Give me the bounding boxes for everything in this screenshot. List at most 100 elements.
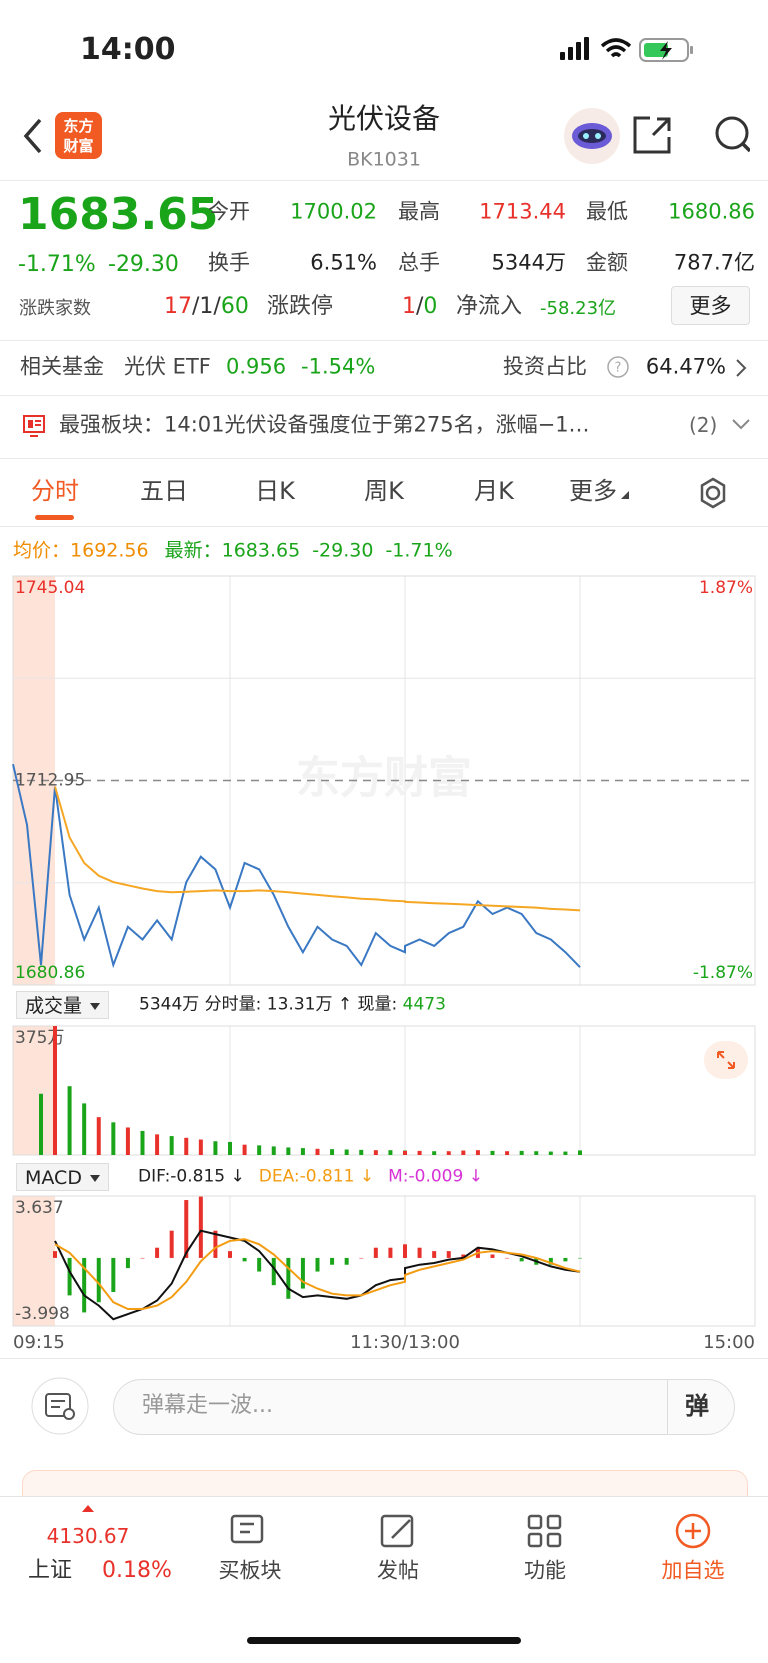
indicator-selector[interactable]: 成交量 — [16, 991, 110, 1019]
macd-bar — [519, 1257, 524, 1262]
macd-info: DIF:-0.815 ↓ DEA:-0.811 ↓ M:-0.009 ↓ — [138, 1166, 483, 1187]
volume-bar — [359, 1149, 364, 1155]
volume-bar — [286, 1147, 291, 1155]
nav-item[interactable]: 买板块 — [218, 1558, 282, 1583]
logo-text: 财富 — [63, 137, 94, 155]
volume-bar — [53, 1026, 57, 1155]
dif: DIF:-0.815 ↓ — [138, 1166, 245, 1187]
expand-button[interactable] — [703, 1040, 749, 1080]
stat-label: 金额 — [586, 250, 628, 275]
price-line — [54, 786, 581, 912]
volume-bar — [461, 1150, 466, 1155]
macd-bar — [198, 1196, 203, 1258]
header-actions[interactable] — [560, 104, 750, 168]
nav-item[interactable]: 发帖 — [377, 1558, 419, 1583]
volume-bar — [563, 1151, 568, 1155]
indicator-selector[interactable]: MACD — [16, 1163, 109, 1191]
tab[interactable]: 日K — [255, 477, 295, 505]
home-indicator — [247, 1637, 521, 1644]
macd-bar — [548, 1257, 553, 1265]
limit-values: 1/0 — [402, 296, 437, 318]
settings-icon[interactable] — [696, 476, 730, 510]
macd-bar — [417, 1247, 422, 1258]
comment-input[interactable] — [113, 1379, 735, 1435]
volume-info: 5344万 分时量: 13.31万 ↑ 现量: 4473 — [139, 994, 446, 1015]
volume-bar — [111, 1122, 116, 1155]
danmu-button[interactable]: 弹 — [685, 1392, 709, 1420]
stat-value: 787.7亿 — [673, 250, 755, 275]
nav-item[interactable]: 功能 — [524, 1558, 566, 1583]
panel-frame — [12, 1195, 756, 1327]
index-name[interactable]: 上证 — [28, 1558, 73, 1583]
tab[interactable]: 更多 — [569, 479, 629, 503]
limit-label: 涨跌停 — [267, 294, 334, 319]
avg-label: 均价： — [13, 539, 71, 562]
fund-name[interactable]: 光伏 ETF — [124, 354, 211, 379]
tab[interactable]: 分时 — [31, 477, 79, 505]
chevron[interactable] — [733, 357, 749, 379]
tab-indicator — [35, 515, 74, 520]
volume-bar — [548, 1151, 553, 1155]
breadth-part: 17 — [164, 294, 192, 319]
volume-bar — [373, 1150, 378, 1155]
macd-bar — [213, 1230, 218, 1258]
macd-bar — [578, 1257, 582, 1259]
macd-bar — [155, 1247, 160, 1258]
y-tick-label: -3.998 — [15, 1304, 70, 1324]
stat-value: 6.51% — [310, 250, 377, 275]
invest-ratio: 64.47% — [645, 354, 726, 379]
comment-placeholder: 弹幕走一波... — [142, 1393, 273, 1418]
more-button[interactable]: 更多 — [671, 286, 750, 325]
selector-text: MACD — [25, 1167, 82, 1189]
macd-bar — [330, 1257, 335, 1265]
volume-bar — [475, 1150, 480, 1155]
macd-bar — [228, 1251, 232, 1258]
tab[interactable]: 月K — [474, 477, 514, 505]
change-amount: -29.30 — [108, 252, 179, 277]
back-button[interactable] — [18, 116, 48, 156]
y-tick-label: 1680.86 — [15, 963, 85, 983]
nav-item[interactable]: 加自选 — [661, 1558, 725, 1583]
chevron-down[interactable] — [730, 416, 752, 432]
news-icon — [23, 415, 45, 437]
volume-bar — [578, 1150, 582, 1155]
stat-value: 1680.86 — [668, 199, 755, 224]
volume-bar — [39, 1093, 43, 1155]
tab[interactable]: 周K — [364, 477, 404, 505]
stat-label: 最高 — [398, 199, 440, 224]
macd-bar — [359, 1257, 364, 1259]
index-value[interactable]: 4130.67 — [46, 1524, 130, 1548]
macd-bar — [125, 1257, 130, 1269]
volume-bar — [344, 1149, 349, 1155]
last-label: 最新： — [164, 539, 222, 562]
volume-bar — [519, 1150, 524, 1155]
news-count: (2) — [689, 413, 718, 437]
x-tick-label: 15:00 — [703, 1332, 755, 1353]
fund-change: -1.54% — [301, 354, 376, 379]
volume-bar — [82, 1103, 87, 1155]
macd-bar — [315, 1257, 320, 1272]
y-tick-label: 1712.95 — [15, 771, 85, 791]
status-time: 14:00 — [80, 32, 176, 67]
flow-label: 净流入 — [456, 294, 523, 319]
volume-bar — [140, 1130, 145, 1155]
y-tick-label: 375万 — [15, 1028, 64, 1048]
news-ticker[interactable]: 最强板块：14:01光伏设备强度位于第275名，涨幅−1… — [59, 414, 590, 436]
charts: 东方财富 1745.04 1712.95 1680.86 1.87% -1.87% 375万… — [12, 575, 756, 1353]
current-volume: 4473 — [402, 994, 446, 1015]
comment-icon[interactable] — [30, 1376, 90, 1436]
breadth-part: 60 — [220, 294, 249, 319]
macd-bar — [505, 1257, 510, 1259]
stat-label: 今开 — [208, 199, 250, 224]
tab[interactable]: 五日 — [140, 477, 188, 505]
svg-text:?: ? — [615, 361, 622, 376]
change-percent: -1.71% — [18, 252, 96, 277]
volume-bar — [257, 1145, 262, 1155]
help-icon[interactable]: ? — [606, 355, 630, 379]
volume-bar — [271, 1146, 276, 1155]
bottom-nav — [0, 1496, 768, 1663]
breadth-part: / — [213, 294, 221, 319]
macd-bar — [111, 1257, 116, 1292]
breadth-values: 17/1/60 — [164, 296, 249, 318]
index-change: 0.18% — [102, 1558, 172, 1583]
